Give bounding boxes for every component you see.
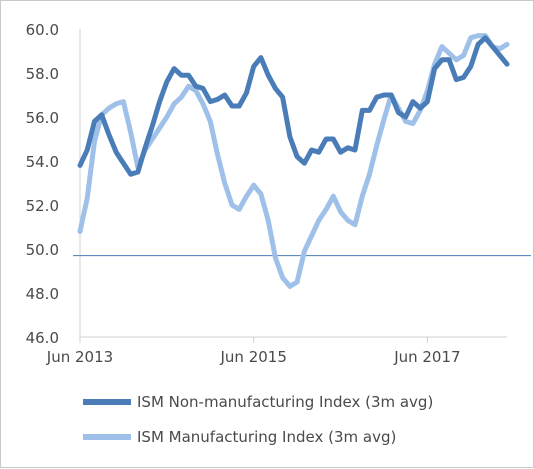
legend-label: ISM Non-manufacturing Index (3m avg)	[137, 393, 433, 411]
series-layer	[77, 33, 510, 289]
series-line-manufacturing	[77, 33, 510, 289]
y-tick-label: 58.0	[26, 65, 59, 83]
y-tick-label: 46.0	[26, 329, 59, 347]
x-tick-label: Jun 2015	[219, 348, 286, 366]
x-tick-label: Jun 2013	[46, 348, 113, 366]
legend: ISM Non-manufacturing Index (3m avg) ISM …	[83, 393, 433, 446]
legend-label: ISM Manufacturing Index (3m avg)	[137, 428, 396, 446]
x-axis-ticks: Jun 2013 Jun 2015 Jun 2017	[46, 337, 461, 366]
y-axis-ticks: 60.0 58.0 56.0 54.0 52.0 50.0 48.0 46.0	[26, 21, 59, 347]
x-tick-label: Jun 2017	[393, 348, 460, 366]
y-tick-label: 56.0	[26, 109, 59, 127]
y-tick-label: 48.0	[26, 285, 59, 303]
series-line-non-manufacturing	[77, 35, 510, 177]
y-tick-label: 54.0	[26, 153, 59, 171]
y-tick-label: 50.0	[26, 241, 59, 259]
y-tick-label: 60.0	[26, 21, 59, 39]
y-tick-label: 52.0	[26, 197, 59, 215]
